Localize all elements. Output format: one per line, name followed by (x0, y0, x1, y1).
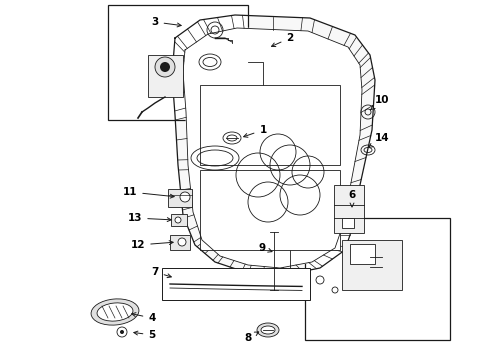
Text: 9: 9 (258, 243, 272, 253)
Circle shape (160, 62, 170, 72)
Text: 6: 6 (348, 190, 356, 207)
Text: 3: 3 (151, 17, 181, 27)
Circle shape (178, 238, 186, 246)
Bar (148, 55, 183, 97)
Bar (162, 268, 310, 300)
Ellipse shape (91, 299, 139, 325)
Bar (334, 185, 364, 233)
Circle shape (180, 192, 190, 202)
Text: 8: 8 (245, 332, 259, 343)
Text: 13: 13 (128, 213, 171, 223)
Bar (342, 218, 354, 228)
Bar (200, 85, 340, 165)
Bar (350, 244, 375, 264)
Polygon shape (183, 28, 362, 268)
Text: 1: 1 (244, 125, 267, 137)
Bar (108, 5, 248, 120)
Bar (200, 170, 340, 250)
Circle shape (175, 217, 181, 223)
Bar (171, 214, 187, 226)
Circle shape (117, 327, 127, 337)
Bar (170, 235, 190, 250)
Text: 2: 2 (271, 33, 294, 46)
Circle shape (155, 57, 175, 77)
Bar (342, 240, 402, 290)
Bar (305, 218, 450, 340)
Polygon shape (172, 15, 375, 275)
Text: 5: 5 (134, 330, 156, 340)
Ellipse shape (97, 303, 133, 321)
Text: 7: 7 (151, 267, 172, 278)
Text: 10: 10 (370, 95, 389, 110)
Text: 14: 14 (369, 133, 390, 147)
Ellipse shape (261, 326, 275, 334)
Text: 11: 11 (123, 187, 174, 198)
Ellipse shape (257, 323, 279, 337)
Text: 12: 12 (131, 240, 173, 250)
Text: 4: 4 (132, 313, 156, 323)
Bar (168, 189, 192, 207)
Circle shape (120, 330, 124, 334)
